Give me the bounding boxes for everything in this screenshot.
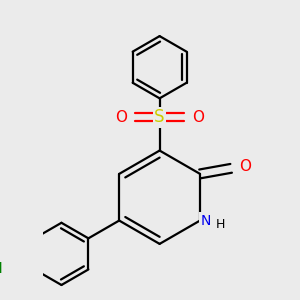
- Text: H: H: [215, 218, 225, 232]
- Text: N: N: [200, 214, 211, 228]
- Text: Cl: Cl: [0, 262, 2, 276]
- Text: O: O: [240, 159, 252, 174]
- Text: S: S: [154, 108, 165, 126]
- Text: O: O: [193, 110, 205, 125]
- Text: O: O: [115, 110, 127, 125]
